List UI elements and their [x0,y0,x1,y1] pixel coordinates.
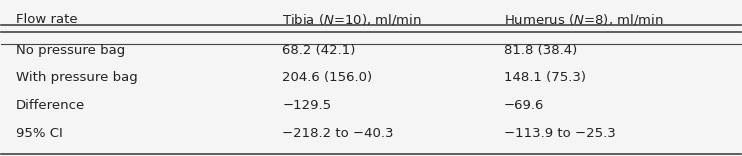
Text: 68.2 (42.1): 68.2 (42.1) [282,44,355,57]
Text: Flow rate: Flow rate [16,13,78,26]
Text: 81.8 (38.4): 81.8 (38.4) [504,44,577,57]
Text: Difference: Difference [16,99,85,112]
Text: Tibia ($N$=10), ml/min: Tibia ($N$=10), ml/min [282,12,422,27]
Text: 95% CI: 95% CI [16,127,63,140]
Text: 148.1 (75.3): 148.1 (75.3) [504,71,586,85]
Text: −113.9 to −25.3: −113.9 to −25.3 [504,127,616,140]
Text: 204.6 (156.0): 204.6 (156.0) [282,71,372,85]
Text: −69.6: −69.6 [504,99,545,112]
Text: No pressure bag: No pressure bag [16,44,125,57]
Text: −218.2 to −40.3: −218.2 to −40.3 [282,127,394,140]
Text: Humerus ($N$=8), ml/min: Humerus ($N$=8), ml/min [504,12,663,27]
Text: −129.5: −129.5 [282,99,332,112]
Text: With pressure bag: With pressure bag [16,71,138,85]
